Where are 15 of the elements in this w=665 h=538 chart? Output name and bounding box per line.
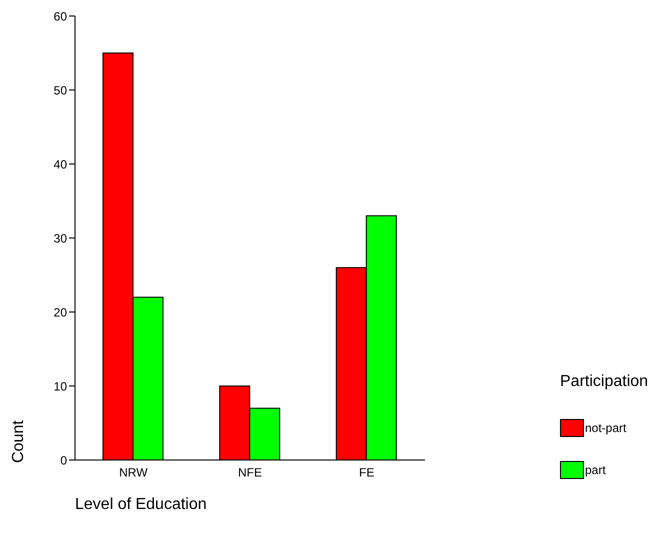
- y-tick-label: 0: [60, 453, 68, 468]
- legend-label: not-part: [585, 421, 626, 435]
- x-tick-label: NFE: [238, 466, 262, 480]
- x-axis-title: Level of Education: [75, 496, 207, 514]
- legend-title: Participation: [560, 373, 650, 391]
- y-tick-label: 20: [54, 305, 68, 320]
- y-axis-title: Count: [10, 419, 28, 463]
- y-tick-label: 10: [54, 379, 68, 394]
- x-tick-label: FE: [358, 466, 374, 480]
- y-tick-label: 60: [54, 9, 68, 24]
- legend-label: part: [585, 463, 606, 477]
- y-tick-label: 40: [54, 157, 68, 172]
- y-tick-label: 50: [54, 83, 68, 98]
- y-tick-label: 30: [54, 231, 68, 246]
- x-tick-label: NRW: [119, 466, 148, 480]
